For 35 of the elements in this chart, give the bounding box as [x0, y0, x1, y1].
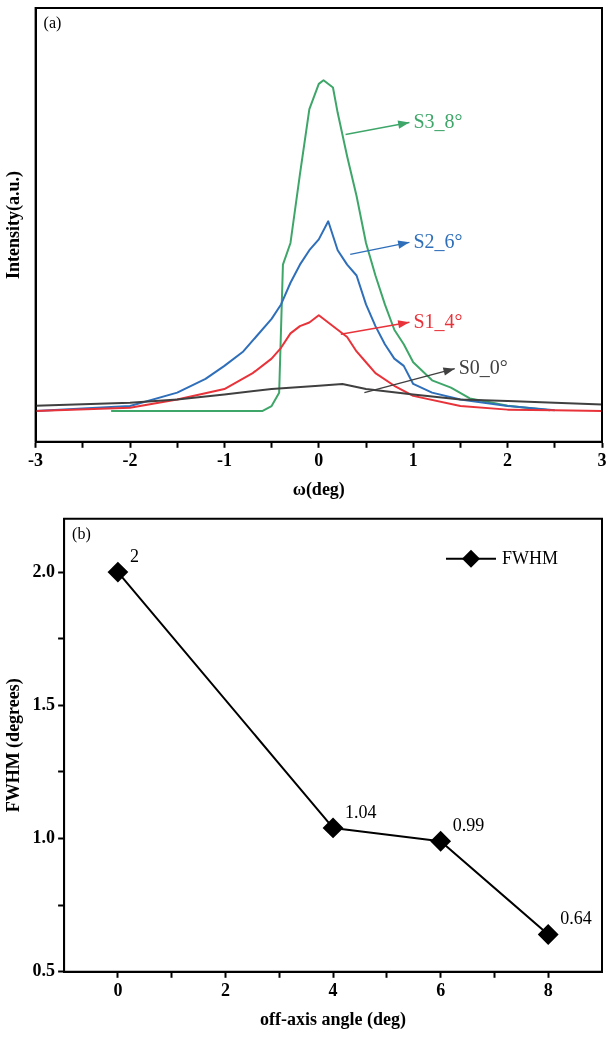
- y-tick-label: 1.5: [32, 693, 56, 714]
- legend-label: S3_8°: [413, 109, 463, 132]
- x-tick-label: 1: [408, 450, 418, 471]
- x-tick-label: 4: [328, 980, 338, 1001]
- point: [430, 831, 451, 852]
- y-tick-label: 2.0: [32, 560, 56, 581]
- x-tick-label: 2: [220, 980, 230, 1001]
- point: [538, 924, 559, 945]
- x-tick-label: 3: [597, 450, 607, 471]
- x-tick-label: -1: [216, 450, 232, 471]
- point: [107, 562, 128, 583]
- data-label: 1.04: [345, 801, 377, 822]
- x-tick-label: 6: [436, 980, 446, 1001]
- legend-label: S0_0°: [458, 355, 508, 378]
- x-tick-label: -2: [122, 450, 138, 471]
- x-tick-label: 2: [503, 450, 513, 471]
- data-label: 2: [129, 545, 139, 566]
- y-tick-label: 1.0: [32, 827, 56, 848]
- x-tick-label: 0: [314, 450, 324, 471]
- x-axis-title: ω(deg): [292, 478, 345, 500]
- x-tick-label: 0: [113, 980, 123, 1001]
- legend-label: S2_6°: [413, 229, 463, 252]
- y-axis-title: Intensity(a.u.): [3, 170, 25, 279]
- text: (a): [43, 14, 62, 33]
- x-tick-label: -3: [28, 450, 44, 471]
- x-tick-label: 8: [543, 980, 553, 1001]
- y-axis-title: FWHM (degrees): [3, 678, 25, 813]
- legend-label: FWHM: [502, 547, 559, 568]
- annotation: (b): [72, 525, 91, 543]
- legend-label: S1_4°: [413, 309, 463, 332]
- point: [323, 817, 344, 838]
- y-tick-label: 0.5: [32, 960, 56, 981]
- x-axis-title: off-axis angle (deg): [260, 1008, 407, 1030]
- data-label: 0.64: [560, 908, 592, 929]
- data-label: 0.99: [452, 814, 485, 835]
